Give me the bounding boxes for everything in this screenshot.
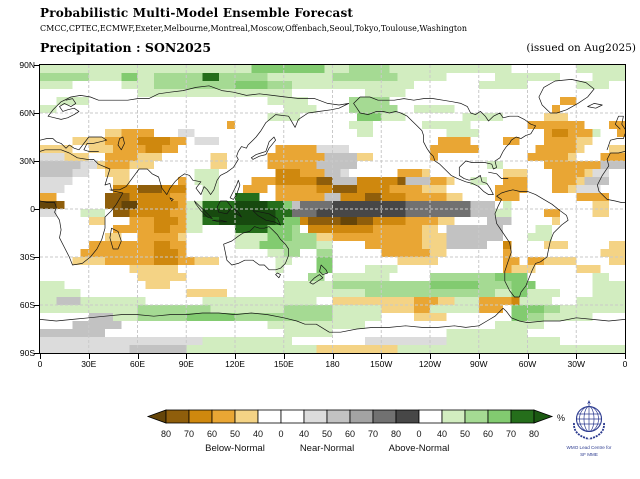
map-frame (39, 64, 626, 354)
lon-label-120W-8: 120W (418, 359, 442, 369)
lat-label-90S: 90S (19, 348, 35, 358)
lon-label-150W-7: 150W (370, 359, 393, 369)
wmo-logo: WMO Lead Centre for SF MME (567, 400, 612, 457)
lon-label-60E-2: 60E (129, 359, 146, 369)
legend-segment-13 (464, 409, 489, 424)
legend-category-2: Above-Normal (389, 443, 450, 454)
lon-label-120E-4: 120E (225, 359, 245, 369)
legend-tick-0: 80 (161, 429, 171, 439)
lon-label-150E-5: 150E (273, 359, 294, 369)
lon-tick (235, 354, 236, 359)
wmo-logo-laurel-right-icon (588, 422, 605, 440)
legend-tick-9: 70 (368, 429, 378, 439)
legend-tick-1: 70 (184, 429, 194, 439)
legend-segment-6 (303, 409, 328, 424)
lon-label-90E-3: 90E (178, 359, 194, 369)
lon-tick (576, 354, 578, 359)
page-title: Probabilistic Multi-Model Ensemble Forec… (40, 6, 354, 20)
legend-segment-11 (418, 409, 443, 424)
wmo-logo-text-line1: WMO Lead Centre for (567, 445, 612, 450)
wmo-logo-compass-icon (587, 400, 591, 405)
legend-segment-8 (349, 409, 374, 424)
lat-label-30S: 30S (19, 252, 35, 262)
legend-category-1: Near-Normal (300, 443, 354, 454)
legend-colorbar: % 80 70 60 50 40 0 40 50 60 70 80 0 40 50 60 70 80 Below-N… (146, 409, 565, 454)
lon-tick (137, 354, 139, 359)
lon-tick (527, 354, 529, 359)
issued-date-label: (issued on Aug2025) (526, 42, 636, 54)
legend-segment-10 (395, 409, 420, 424)
legend-tick-13: 50 (460, 429, 470, 439)
lat-tick (34, 257, 39, 258)
legend-category-0: Below-Normal (205, 443, 265, 454)
lon-tick (430, 354, 431, 359)
lon-tick (381, 354, 383, 359)
legend-tick-15: 70 (506, 429, 516, 439)
lon-label-0-12: 0 (622, 359, 628, 369)
legend-segment-3 (234, 409, 259, 424)
world-probability-map (40, 65, 625, 353)
lat-label-60S: 60S (19, 300, 35, 310)
lon-tick (625, 354, 626, 359)
legend-tick-2: 60 (207, 429, 217, 439)
legend-right-arrow (533, 409, 554, 424)
wmo-logo-text-line2: SF MME (580, 452, 598, 457)
legend-tick-14: 60 (483, 429, 493, 439)
legend-tick-3: 50 (230, 429, 240, 439)
legend-left-arrow (146, 409, 167, 424)
legend-tick-6: 40 (299, 429, 309, 439)
lon-tick (283, 354, 285, 359)
lon-label-180-6: 180 (325, 359, 340, 369)
lon-label-30W-11: 30W (567, 359, 585, 369)
legend-tick-8: 60 (345, 429, 355, 439)
legend-segment-1 (188, 409, 213, 424)
wmo-logo-laurel-left-icon (573, 422, 590, 440)
legend-segment-7 (326, 409, 351, 424)
legend-segment-0 (165, 409, 190, 424)
legend-tick-7: 50 (322, 429, 332, 439)
legend-segment-4 (257, 409, 282, 424)
lat-tick (34, 209, 39, 210)
models-list: CMCC,CPTEC,ECMWF,Exeter,Melbourne,Montre… (40, 24, 468, 33)
legend-segment-14 (487, 409, 512, 424)
legend-tick-12: 40 (437, 429, 447, 439)
lat-tick (34, 65, 39, 66)
lon-tick (478, 354, 480, 359)
legend-tick-11: 0 (416, 429, 421, 439)
legend-tick-16: 80 (529, 429, 539, 439)
legend-tick-5: 0 (278, 429, 283, 439)
legend-percent-label: % (557, 413, 565, 423)
lon-label-30E-1: 30E (81, 359, 97, 369)
legend-tick-4: 40 (253, 429, 263, 439)
legend-segment-15 (510, 409, 535, 424)
lat-tick (34, 305, 39, 306)
legend-segment-5 (280, 409, 305, 424)
lon-label-90W-9: 90W (470, 359, 488, 369)
legend-segment-12 (441, 409, 466, 424)
lat-tick (34, 161, 39, 162)
legend-tick-10: 80 (391, 429, 401, 439)
lon-tick (88, 354, 90, 359)
variable-season-title: Precipitation : SON2025 (40, 40, 212, 55)
lon-tick (40, 354, 41, 359)
lon-label-60W-10: 60W (518, 359, 537, 369)
lat-label-30N: 30N (19, 156, 35, 166)
lat-tick (34, 353, 39, 354)
lat-label-60N: 60N (19, 108, 35, 118)
lat-tick (34, 113, 39, 114)
lon-label-0-0: 0 (37, 359, 43, 369)
legend-segment-9 (372, 409, 397, 424)
lon-tick (332, 354, 334, 359)
lat-label-90N: 90N (19, 60, 35, 70)
lon-tick (186, 354, 188, 359)
legend-segment-2 (211, 409, 236, 424)
lat-label-0: 0 (30, 204, 35, 214)
